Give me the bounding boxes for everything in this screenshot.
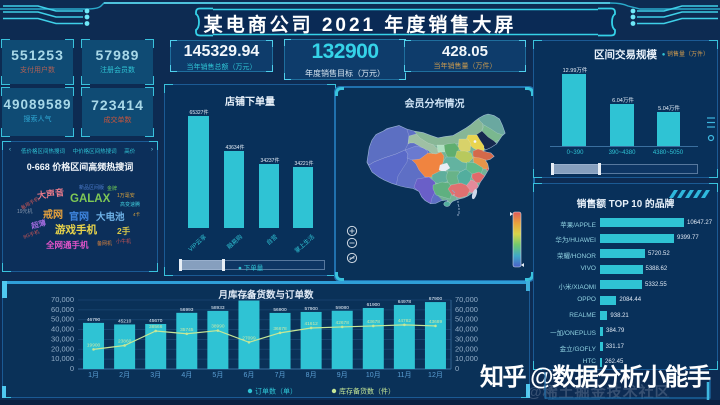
svg-text:56993: 56993 [180,307,194,313]
svg-text:订单数（单）: 订单数（单） [255,387,297,396]
svg-text:2月: 2月 [119,371,130,379]
svg-text:6月: 6月 [244,371,255,379]
svg-text:12月: 12月 [428,371,443,379]
svg-text:59080: 59080 [336,305,350,311]
svg-text:19900: 19900 [87,342,101,348]
svg-text:61900: 61900 [367,302,381,308]
svg-text:0: 0 [70,364,74,373]
svg-text:46790: 46790 [87,317,101,323]
svg-text:40,000: 40,000 [51,325,74,334]
svg-text:4月: 4月 [181,371,192,379]
svg-text:70,000: 70,000 [51,295,74,304]
svg-text:10,000: 10,000 [51,354,74,363]
svg-text:42678: 42678 [336,320,350,326]
svg-text:23860: 23860 [118,338,132,344]
svg-text:44782: 44782 [398,318,412,324]
svg-text:20,000: 20,000 [51,344,74,353]
svg-text:70,000: 70,000 [455,295,478,304]
svg-text:38990: 38990 [211,324,225,330]
svg-text:36678: 36678 [273,326,287,332]
svg-text:60,000: 60,000 [51,305,74,314]
svg-text:30,000: 30,000 [51,334,74,343]
svg-text:库存备货数（件）: 库存备货数（件） [339,387,395,396]
svg-text:43678: 43678 [367,319,381,325]
svg-text:58933: 58933 [211,305,225,311]
svg-text:10月: 10月 [366,371,381,379]
svg-text:38566: 38566 [149,324,163,330]
svg-text:60,000: 60,000 [455,305,478,314]
svg-text:41612: 41612 [304,321,318,327]
svg-text:11月: 11月 [397,371,411,379]
svg-text:9月: 9月 [337,371,348,379]
svg-text:50,000: 50,000 [51,315,74,324]
svg-text:3月: 3月 [150,371,161,379]
svg-text:67900: 67900 [429,296,443,302]
svg-text:30,000: 30,000 [455,334,478,343]
svg-text:5月: 5月 [212,371,223,379]
svg-text:8月: 8月 [306,371,317,379]
svg-text:1月: 1月 [88,371,99,379]
svg-text:27099: 27099 [242,335,256,341]
svg-text:10,000: 10,000 [455,354,478,363]
svg-text:7月: 7月 [275,371,286,379]
svg-text:50,000: 50,000 [455,315,478,324]
svg-text:43689: 43689 [429,319,443,325]
svg-text:20,000: 20,000 [455,344,478,353]
svg-text:56900: 56900 [273,307,287,313]
svg-text:35745: 35745 [180,327,194,333]
svg-text:0: 0 [455,364,459,373]
svg-text:64978: 64978 [398,299,412,305]
svg-text:45210: 45210 [118,318,132,324]
svg-text:69432: 69432 [242,295,256,301]
svg-text:57900: 57900 [304,306,318,312]
svg-text:40,000: 40,000 [455,325,478,334]
svg-text:45670: 45670 [149,318,163,324]
